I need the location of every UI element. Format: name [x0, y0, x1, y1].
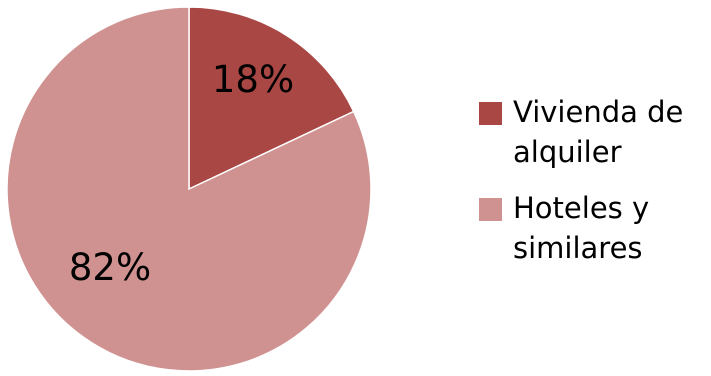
legend: Vivienda de alquiler Hoteles y similares [479, 92, 707, 284]
legend-label-hoteles-line1: Hoteles y [513, 191, 650, 225]
legend-item-vivienda: Vivienda de alquiler [479, 92, 707, 172]
pie-slices [6, 6, 372, 372]
pie-slice-vivienda [188, 6, 355, 191]
legend-item-hoteles: Hoteles y similares [479, 188, 707, 268]
slice-label-vivienda: 18% [212, 58, 294, 101]
legend-label-hoteles-line2: similares [513, 231, 643, 265]
legend-swatch-hoteles [479, 198, 502, 221]
legend-label-vivienda-line2: alquiler [513, 135, 622, 169]
legend-label-vivienda-line1: Vivienda de [513, 95, 684, 129]
slice-label-hoteles: 82% [69, 246, 151, 289]
pie-slice-labels: 18% 82% [69, 58, 294, 289]
pie-slice-hoteles [6, 6, 372, 372]
legend-swatch-vivienda [479, 102, 502, 125]
